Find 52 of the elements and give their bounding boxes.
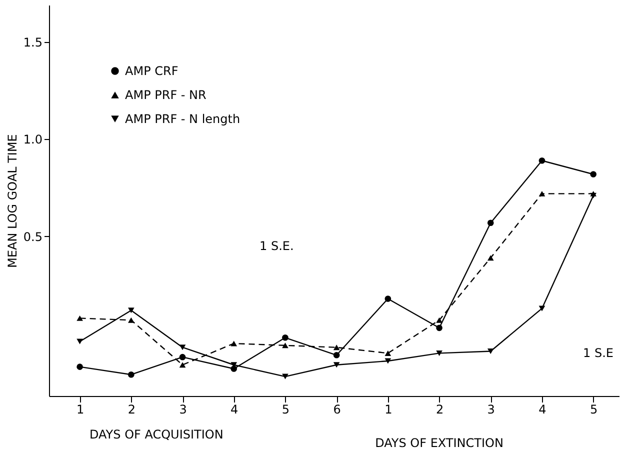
point (282, 334, 288, 341)
x-tick-label: 1 (384, 402, 392, 416)
point (487, 255, 494, 261)
x-tick-label: 2 (436, 402, 444, 416)
point (436, 350, 442, 356)
legend-label: AMP CRF (125, 64, 178, 78)
point (333, 344, 340, 350)
y-tick-label: 1.0 (23, 132, 42, 147)
point (384, 358, 392, 364)
x-tick-label: 3 (179, 402, 187, 416)
point (333, 352, 340, 358)
point (179, 344, 186, 350)
y-tick-label: 1.5 (23, 35, 42, 50)
point (128, 371, 134, 378)
x-tick-label: 2 (128, 402, 136, 416)
point (538, 157, 546, 164)
point (76, 364, 83, 370)
x-tick-label: 3 (487, 402, 495, 416)
point (282, 374, 288, 380)
point (128, 308, 134, 314)
point (230, 340, 238, 346)
point (76, 315, 83, 321)
x-axis-title: DAYS OF ACQUISITION (90, 428, 224, 442)
y-tick-label: 0.5 (23, 230, 42, 244)
point (487, 348, 494, 354)
point (384, 296, 392, 302)
point (538, 190, 546, 196)
text: DAYS OF EXTINCTION (375, 436, 504, 450)
x-tick-label: 5 (282, 402, 290, 416)
point (128, 317, 134, 323)
point (179, 354, 186, 360)
point (436, 317, 442, 323)
point (384, 350, 392, 356)
x-tick-label: 4 (230, 402, 238, 416)
point (487, 220, 494, 226)
point (282, 342, 288, 348)
annotation: 1 S.E (583, 346, 614, 360)
y-axis-title: MEAN LOG GOAL TIME (5, 134, 20, 268)
x-tick-label: 6 (333, 402, 341, 416)
point (590, 171, 596, 178)
annotation: 1 S.E. (260, 239, 294, 254)
point (333, 362, 340, 368)
point (76, 338, 83, 344)
point (230, 366, 238, 372)
legend-label: AMP PRF - N length (125, 112, 240, 126)
x-tick-label: 4 (538, 402, 546, 416)
point (538, 306, 546, 312)
point (436, 324, 442, 332)
point (179, 362, 186, 368)
x-tick-label: 1 (76, 402, 84, 416)
legend-label: AMP PRF - NR (125, 88, 206, 102)
x-tick-label: 5 (590, 402, 598, 416)
